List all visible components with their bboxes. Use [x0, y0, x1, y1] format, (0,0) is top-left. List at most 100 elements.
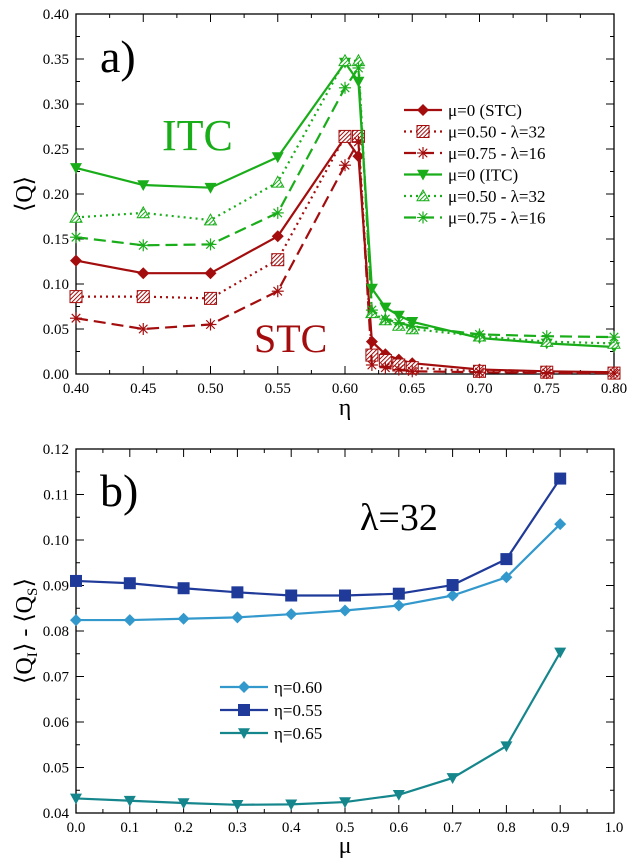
- x-tick-label: 0.4: [282, 820, 301, 836]
- data-point: [70, 231, 82, 244]
- series-line: [76, 135, 615, 375]
- data-point: [70, 163, 82, 174]
- x-tick-label: 0.60: [332, 381, 358, 397]
- data-point: [365, 283, 378, 295]
- data-point: [70, 254, 82, 267]
- y-tick-label: 0.00: [43, 367, 69, 383]
- data-point: [608, 367, 620, 380]
- data-point: [123, 614, 136, 627]
- legend-label: μ=0.50 - λ=32: [448, 187, 545, 206]
- y-tick-label: 0.12: [43, 442, 69, 458]
- data-point: [123, 795, 136, 807]
- x-tick-label: 0.50: [197, 381, 223, 397]
- y-tick-label: 0.06: [43, 715, 70, 731]
- data-point: [70, 312, 82, 325]
- x-tick-label: 0.2: [174, 820, 193, 836]
- series-2: [70, 135, 620, 380]
- y-tick-label: 0.05: [43, 322, 69, 338]
- legend-label: μ=0.50 - λ=32: [448, 123, 545, 142]
- data-point: [203, 213, 218, 226]
- y-tick-label: 0.04: [43, 806, 70, 822]
- y-axis-title: ⟨QI ⟩ - ⟨QS ⟩: [12, 578, 41, 684]
- data-point: [473, 366, 486, 379]
- data-point: [177, 798, 190, 809]
- data-point: [392, 363, 405, 376]
- legend-entry-4: μ=0.50 - λ=32: [404, 187, 545, 206]
- x-axis-title: μ: [339, 833, 352, 858]
- data-point: [608, 331, 620, 344]
- panel-label: b): [100, 465, 138, 516]
- data-point: [554, 647, 567, 659]
- legend-entry-0: μ=0 (STC): [404, 101, 522, 120]
- x-tick-label: 0.55: [265, 381, 291, 397]
- data-point: [338, 129, 352, 143]
- x-tick-label: 0.70: [466, 381, 492, 397]
- data-point: [379, 313, 392, 326]
- legend-marker: [417, 104, 429, 116]
- plot-frame: [75, 448, 615, 814]
- x-tick-label: 0.3: [228, 820, 247, 836]
- data-point: [271, 285, 284, 298]
- y-tick-label: 0.20: [43, 187, 69, 203]
- lambda-annotation: λ=32: [360, 497, 438, 539]
- y-tick-label: 0.10: [43, 533, 69, 549]
- legend-label: η=0.55: [274, 701, 322, 720]
- y-tick-label: 0.10: [43, 277, 69, 293]
- data-point: [70, 574, 82, 587]
- data-point: [500, 741, 513, 753]
- x-tick-label: 1.0: [605, 820, 624, 836]
- data-point: [137, 267, 150, 280]
- legend-marker: [417, 169, 429, 181]
- panel-b-chart: 0.0 0.1 0.2 0.3 0.4 0.5 0.6 0.7 0.8 0.9 1.0 0.04 0.0…: [12, 442, 623, 858]
- data-point: [446, 773, 459, 784]
- y-tick-label: 0.25: [43, 142, 69, 158]
- x-tick-label: 0.5: [336, 820, 355, 836]
- data-point: [204, 238, 217, 251]
- data-point: [339, 81, 351, 94]
- x-tick-label: 0.40: [63, 381, 89, 397]
- data-point: [231, 586, 244, 599]
- data-point: [365, 304, 378, 317]
- x-tick-label: 0.1: [120, 820, 139, 836]
- series-line: [75, 651, 562, 806]
- y-tick-label: 0.40: [43, 7, 69, 23]
- data-point: [392, 316, 405, 329]
- series-line: [75, 477, 562, 597]
- data-point: [365, 359, 378, 371]
- x-axis-title: η: [339, 395, 352, 421]
- legend-entry-2: η=0.65: [220, 724, 322, 743]
- x-tick-label: 0.0: [67, 820, 86, 836]
- y-tick-label: 0.07: [43, 670, 70, 686]
- data-point: [70, 614, 82, 627]
- x-tick-label: 0.7: [443, 820, 462, 836]
- legend-label: μ=0 (STC): [448, 101, 522, 120]
- x-tick-label: 0.80: [601, 381, 627, 397]
- data-point: [338, 53, 352, 67]
- data-point: [392, 599, 405, 612]
- series-line: [76, 523, 561, 622]
- series-1: [70, 472, 567, 602]
- data-point: [339, 797, 351, 809]
- data-point: [540, 367, 553, 380]
- data-point: [204, 267, 217, 280]
- legend-marker: [416, 188, 430, 202]
- data-point: [204, 291, 217, 305]
- series-2: [70, 647, 567, 811]
- y-tick-label: 0.15: [43, 232, 69, 248]
- x-tick-label: 0.65: [399, 381, 425, 397]
- x-tick-label: 0.9: [551, 820, 570, 836]
- y-tick-label: 0.11: [43, 488, 69, 504]
- data-point: [137, 180, 150, 191]
- data-point: [352, 62, 365, 74]
- data-point: [406, 320, 419, 333]
- data-point: [69, 210, 83, 223]
- series-0: [70, 518, 567, 627]
- itc-annotation: ITC: [162, 111, 233, 160]
- data-point: [123, 577, 136, 590]
- y-tick-label: 0.35: [43, 52, 69, 68]
- legend-marker: [417, 147, 429, 159]
- data-point: [285, 608, 298, 621]
- data-point: [446, 589, 459, 602]
- legend-entry-2: μ=0.75 - λ=16: [404, 144, 545, 163]
